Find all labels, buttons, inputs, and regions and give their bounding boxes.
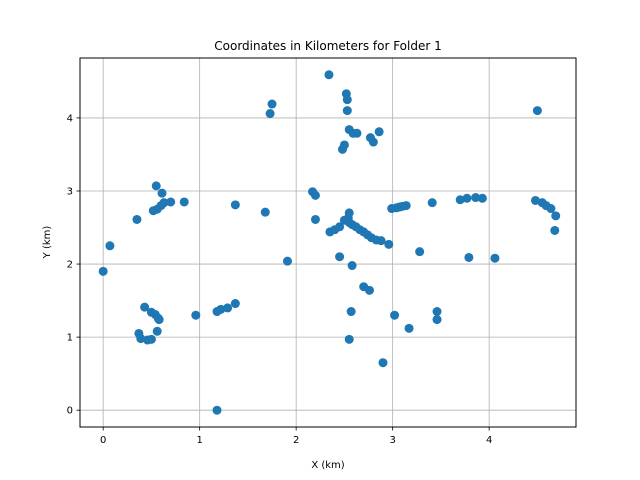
x-tick-label: 4 <box>486 435 492 446</box>
plot-frame <box>79 57 577 428</box>
data-point <box>378 358 388 368</box>
x-tick-label: 0 <box>100 435 106 446</box>
data-point <box>136 334 146 344</box>
y-tick-label: 3 <box>67 186 73 197</box>
chart-title: Coordinates in Kilometers for Folder 1 <box>214 39 442 53</box>
data-point <box>344 208 354 218</box>
data-point <box>335 252 345 262</box>
data-point <box>530 195 540 205</box>
y-tick-label: 1 <box>67 333 73 344</box>
data-point <box>339 140 349 150</box>
data-point <box>384 239 394 249</box>
x-tick-label: 2 <box>293 435 299 446</box>
data-point <box>404 323 414 333</box>
data-point <box>223 303 233 313</box>
data-point <box>352 128 362 138</box>
data-point <box>260 207 270 217</box>
data-point <box>401 201 411 211</box>
axis-ticks: 0 1 2 3 4 0 1 2 3 4 <box>67 113 493 446</box>
data-point <box>216 304 226 314</box>
data-point <box>390 310 400 320</box>
data-point <box>342 106 352 116</box>
data-point <box>462 193 472 203</box>
data-point <box>364 285 374 295</box>
data-point <box>230 200 240 210</box>
data-point <box>464 252 474 262</box>
data-point <box>347 261 357 271</box>
data-point <box>310 190 320 200</box>
data-point <box>157 188 167 198</box>
data-point <box>179 197 189 207</box>
data-point <box>368 137 378 147</box>
data-point <box>342 95 352 105</box>
data-point <box>212 405 222 415</box>
x-axis-label: X (km) <box>311 460 344 471</box>
x-tick-label: 3 <box>389 435 395 446</box>
y-tick-label: 2 <box>67 260 73 271</box>
data-point <box>471 193 481 203</box>
data-point <box>140 302 150 312</box>
data-point <box>477 193 487 203</box>
data-point <box>191 310 201 320</box>
data-point <box>265 109 275 119</box>
data-points <box>98 70 561 415</box>
data-point <box>151 181 161 191</box>
data-point <box>455 195 465 205</box>
data-point <box>132 214 142 224</box>
data-point <box>346 307 356 317</box>
x-tick-label: 1 <box>196 435 202 446</box>
grid-lines <box>80 58 576 427</box>
data-point <box>146 334 156 344</box>
y-axis-label: Y (km) <box>42 226 53 260</box>
data-point <box>376 236 386 246</box>
data-point <box>432 315 442 325</box>
data-point <box>490 253 500 263</box>
data-point <box>432 307 442 317</box>
data-point <box>154 315 164 325</box>
data-point <box>374 127 384 137</box>
data-point <box>98 266 108 276</box>
data-point <box>159 198 169 208</box>
data-point <box>415 247 425 257</box>
data-point <box>335 222 345 232</box>
data-point <box>532 106 542 116</box>
data-point <box>152 326 162 336</box>
data-point <box>324 70 334 80</box>
data-point <box>550 225 560 235</box>
data-point <box>267 99 277 109</box>
data-point <box>546 204 556 214</box>
data-point <box>551 211 561 221</box>
data-point <box>282 256 292 266</box>
data-point <box>230 299 240 309</box>
data-point <box>427 198 437 208</box>
data-point <box>105 241 115 251</box>
y-tick-label: 4 <box>67 113 73 124</box>
data-point <box>310 214 320 224</box>
y-tick-label: 0 <box>67 406 73 417</box>
data-point <box>166 197 176 207</box>
data-point <box>344 334 354 344</box>
